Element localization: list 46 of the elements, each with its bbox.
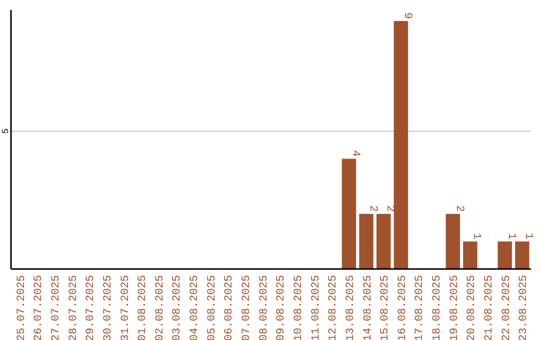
x-tick-label: 07.08.2025 — [241, 275, 254, 340]
x-tick-label: 26.07.2025 — [33, 275, 46, 340]
data-label: 4 — [348, 150, 361, 158]
bar — [515, 241, 530, 269]
x-tick-label: 17.08.2025 — [414, 275, 426, 340]
bar — [342, 158, 356, 269]
bar — [463, 241, 478, 269]
data-label: 1 — [504, 232, 517, 240]
data-label: 9 — [400, 12, 413, 20]
x-tick-label: 20.08.2025 — [466, 275, 478, 340]
x-tick-label: 14.08.2025 — [362, 275, 374, 340]
bar — [498, 241, 512, 269]
x-tick-label: 15.08.2025 — [380, 275, 392, 340]
x-tick-label: 21.08.2025 — [484, 275, 496, 340]
x-tick-label: 10.08.2025 — [292, 275, 305, 340]
x-tick-label: 19.08.2025 — [448, 275, 461, 340]
bar — [359, 214, 374, 269]
bar — [446, 214, 460, 269]
x-tick-label: 22.08.2025 — [500, 275, 513, 340]
x-tick-label: 25.07.2025 — [16, 275, 28, 340]
x-tick-label: 16.08.2025 — [396, 275, 409, 340]
x-tick-label: 06.08.2025 — [224, 275, 236, 340]
x-tick-label: 13.08.2025 — [344, 275, 357, 340]
x-tick-label: 03.08.2025 — [172, 275, 184, 340]
x-tick-label: 28.07.2025 — [68, 275, 80, 340]
x-tick-label: 18.08.2025 — [432, 275, 444, 340]
bar — [394, 21, 408, 269]
x-tick-label: 23.08.2025 — [518, 275, 530, 340]
x-tick-label: 04.08.2025 — [189, 275, 202, 340]
data-label: 1 — [522, 232, 534, 240]
x-tick-label: 09.08.2025 — [276, 275, 288, 340]
data-label: 2 — [366, 205, 378, 212]
x-tick-label: 08.08.2025 — [258, 275, 270, 340]
x-tick-label: 27.07.2025 — [50, 275, 62, 340]
data-label: 1 — [470, 232, 482, 240]
bar — [376, 214, 391, 269]
x-tick-label: 02.08.2025 — [154, 275, 166, 340]
x-tick-label: 12.08.2025 — [328, 275, 340, 340]
x-tick-label: 05.08.2025 — [206, 275, 218, 340]
x-tick-label: 29.07.2025 — [85, 275, 98, 340]
data-label: 2 — [452, 205, 465, 212]
x-tick-label: 30.07.2025 — [102, 275, 114, 340]
x-tick-label: 01.08.2025 — [137, 275, 150, 340]
x-tick-label: 31.07.2025 — [120, 275, 132, 340]
x-tick-label: 11.08.2025 — [310, 275, 322, 340]
y-tick-label: 5 — [1, 128, 11, 134]
